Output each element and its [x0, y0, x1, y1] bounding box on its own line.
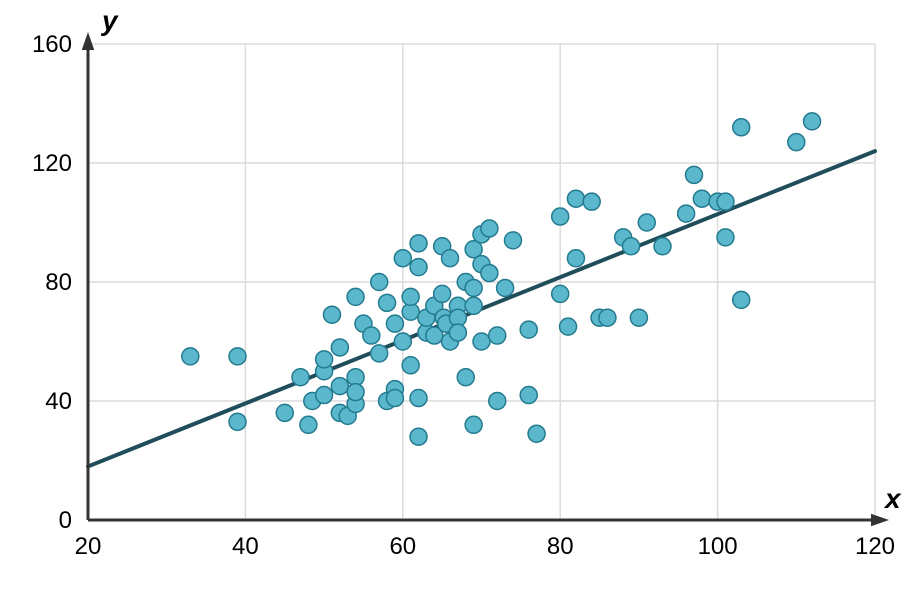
data-point [623, 238, 640, 255]
data-point [379, 294, 396, 311]
data-point [497, 279, 514, 296]
data-point [552, 208, 569, 225]
y-tick-label: 160 [32, 31, 72, 58]
data-point [410, 428, 427, 445]
data-point [693, 190, 710, 207]
x-axis-label: x [883, 483, 902, 514]
data-point [481, 265, 498, 282]
x-tick-label: 20 [75, 533, 102, 560]
data-point [182, 348, 199, 365]
data-point [733, 291, 750, 308]
chart-svg: 20 40 60 80 100 120 0 40 80 120 160 y x [0, 0, 913, 593]
data-point [567, 190, 584, 207]
data-point [560, 318, 577, 335]
data-point [410, 259, 427, 276]
data-point [685, 166, 702, 183]
x-tick-label: 40 [232, 533, 259, 560]
data-point [552, 285, 569, 302]
data-point [347, 384, 364, 401]
data-point [504, 232, 521, 249]
data-point [402, 288, 419, 305]
data-point [520, 321, 537, 338]
data-point [386, 390, 403, 407]
data-point [717, 229, 734, 246]
data-point [489, 327, 506, 344]
data-point [804, 113, 821, 130]
data-point [371, 274, 388, 291]
data-point [363, 327, 380, 344]
data-point [489, 393, 506, 410]
data-point [331, 339, 348, 356]
data-point [583, 193, 600, 210]
data-point [316, 351, 333, 368]
data-point [276, 404, 293, 421]
y-tick-label: 120 [32, 150, 72, 177]
data-point [654, 238, 671, 255]
data-point [371, 345, 388, 362]
data-point [292, 369, 309, 386]
y-tick-label: 40 [45, 388, 72, 415]
data-point [331, 378, 348, 395]
x-tick-label: 80 [547, 533, 574, 560]
data-point [465, 279, 482, 296]
data-point [394, 333, 411, 350]
x-tick-label: 100 [698, 533, 738, 560]
data-point [442, 250, 459, 267]
data-point [733, 119, 750, 136]
data-point [323, 306, 340, 323]
chart-bg [0, 0, 913, 593]
data-point [300, 416, 317, 433]
data-point [229, 348, 246, 365]
data-point [638, 214, 655, 231]
data-point [678, 205, 695, 222]
data-point [567, 250, 584, 267]
scatter-chart: 20 40 60 80 100 120 0 40 80 120 160 y x [0, 0, 913, 593]
data-point [410, 235, 427, 252]
data-point [347, 288, 364, 305]
y-tick-label: 0 [59, 507, 72, 534]
data-point [465, 297, 482, 314]
data-point [465, 416, 482, 433]
data-point [316, 387, 333, 404]
data-point [229, 413, 246, 430]
data-point [473, 333, 490, 350]
data-point [402, 357, 419, 374]
data-point [788, 134, 805, 151]
data-point [394, 250, 411, 267]
data-point [457, 369, 474, 386]
data-point [410, 390, 427, 407]
data-point [449, 324, 466, 341]
y-axis-label: y [100, 5, 119, 36]
data-point [630, 309, 647, 326]
data-point [717, 193, 734, 210]
data-point [434, 285, 451, 302]
x-tick-label: 120 [855, 533, 895, 560]
x-tick-label: 60 [389, 533, 416, 560]
data-point [481, 220, 498, 237]
data-point [599, 309, 616, 326]
data-point [528, 425, 545, 442]
data-point [520, 387, 537, 404]
data-point [386, 315, 403, 332]
y-tick-label: 80 [45, 269, 72, 296]
